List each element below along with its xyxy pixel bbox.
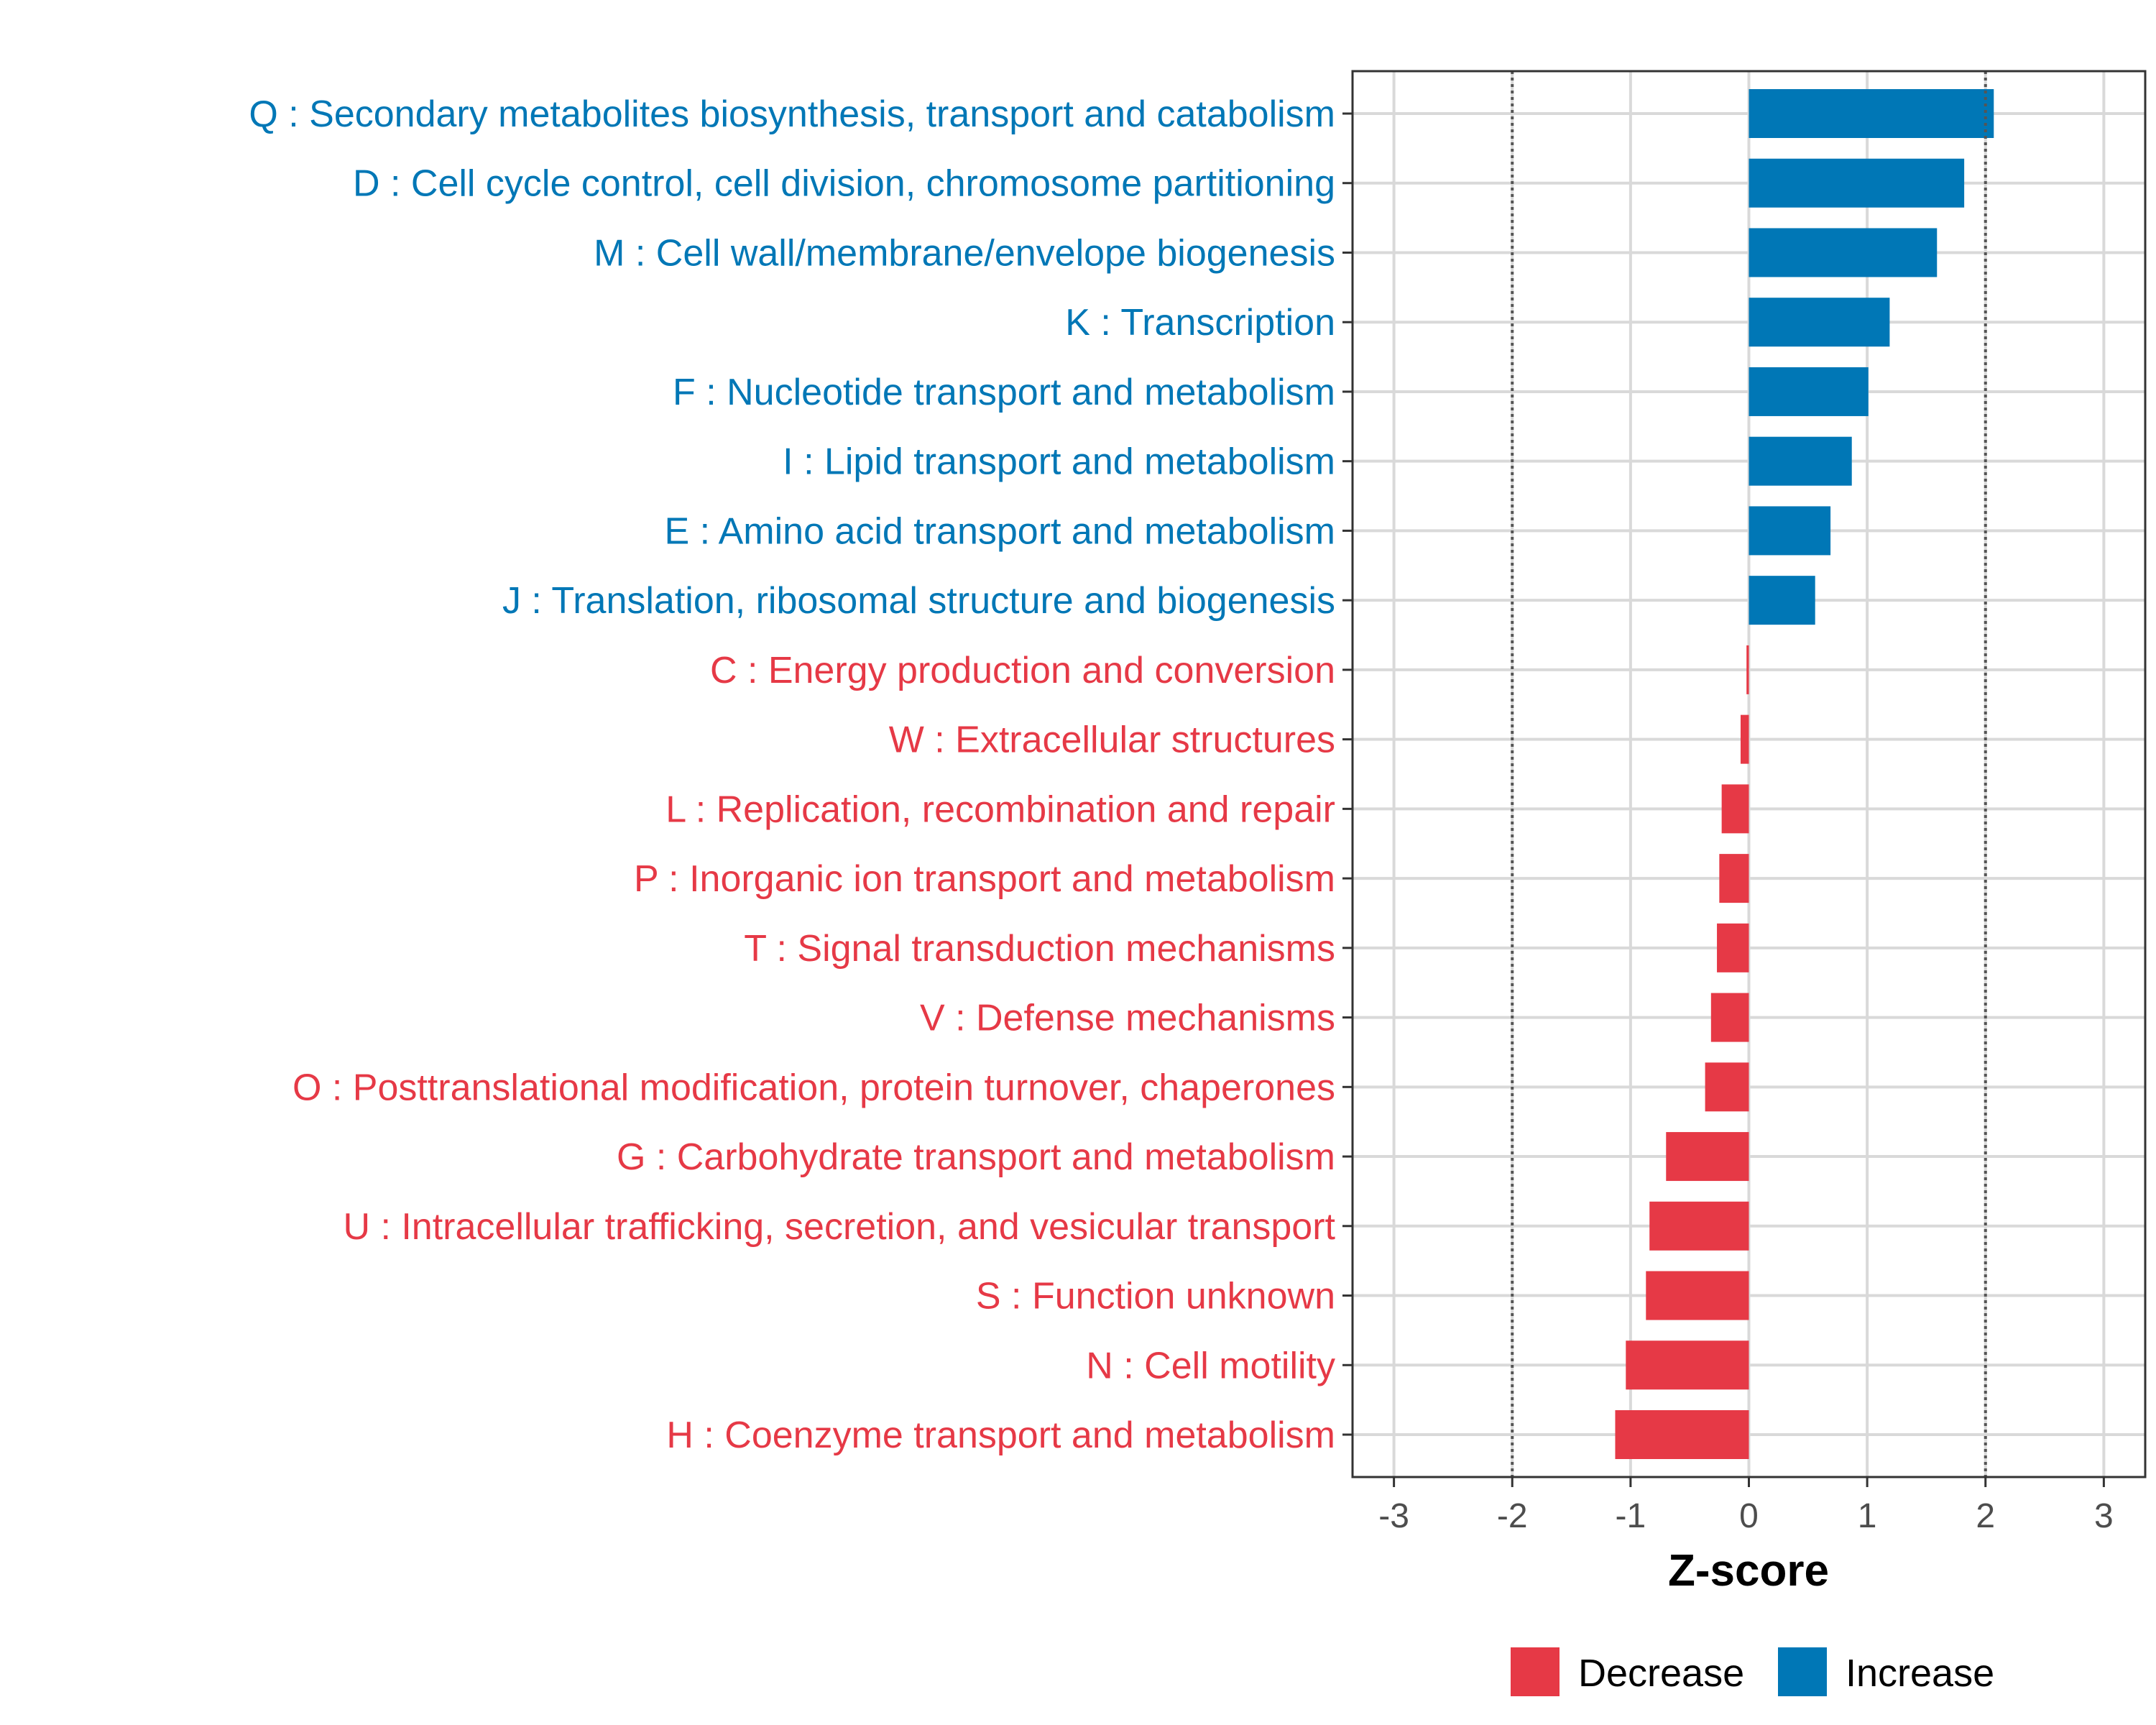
- category-label: P : Inorganic ion transport and metaboli…: [634, 858, 1335, 900]
- legend-swatch-decrease: [1511, 1647, 1560, 1696]
- bar-increase: [1749, 436, 1852, 486]
- category-labels-layer: Q : Secondary metabolites biosynthesis, …: [249, 93, 1335, 1456]
- x-tick-label: 1: [1858, 1497, 1877, 1535]
- category-label: N : Cell motility: [1086, 1345, 1335, 1386]
- category-label: H : Coenzyme transport and metabolism: [666, 1414, 1335, 1456]
- x-tick-labels-layer: -3 -2 -1 0 1 2 3: [1378, 1497, 2113, 1535]
- category-label: E : Amino acid transport and metabolism: [664, 510, 1335, 552]
- x-tick-label: -2: [1497, 1497, 1528, 1535]
- legend-swatch-increase: [1778, 1647, 1827, 1696]
- bar-increase: [1749, 506, 1831, 556]
- category-label: O : Posttranslational modification, prot…: [292, 1067, 1335, 1108]
- category-label: S : Function unknown: [976, 1276, 1335, 1317]
- category-label: D : Cell cycle control, cell division, c…: [353, 163, 1335, 205]
- bar-decrease: [1649, 1201, 1749, 1251]
- x-tick-label: 2: [1976, 1497, 1995, 1535]
- category-label: Q : Secondary metabolites biosynthesis, …: [249, 93, 1335, 135]
- x-tick-label: 0: [1739, 1497, 1759, 1535]
- bar-decrease: [1646, 1271, 1749, 1320]
- bar-decrease: [1719, 854, 1749, 903]
- category-label: V : Defense mechanisms: [920, 998, 1335, 1039]
- reference-lines-layer: [1511, 71, 1987, 1477]
- legend-label-decrease: Decrease: [1578, 1652, 1744, 1695]
- bar-decrease: [1740, 714, 1749, 764]
- grid-layer: [1353, 71, 2145, 1477]
- bar-decrease: [1615, 1410, 1749, 1459]
- bar-increase: [1749, 576, 1815, 625]
- category-label: L : Replication, recombination and repai…: [665, 788, 1335, 830]
- bar-increase: [1749, 158, 1965, 208]
- bar-increase: [1749, 89, 1994, 138]
- category-label: J : Translation, ribosomal structure and…: [502, 580, 1335, 622]
- legend-label-increase: Increase: [1846, 1652, 1994, 1695]
- legend: Decrease Increase: [1511, 1647, 1994, 1696]
- bar-increase: [1749, 367, 1869, 416]
- bar-increase: [1749, 298, 1890, 347]
- category-label: W : Extracellular structures: [889, 719, 1335, 761]
- category-label: C : Energy production and conversion: [710, 650, 1335, 691]
- category-label: F : Nucleotide transport and metabolism: [673, 372, 1335, 413]
- x-tick-label: -1: [1616, 1497, 1646, 1535]
- bar-decrease: [1666, 1132, 1749, 1182]
- category-label: I : Lipid transport and metabolism: [783, 441, 1335, 483]
- bar-decrease: [1717, 923, 1749, 972]
- category-label: G : Carbohydrate transport and metabolis…: [617, 1136, 1335, 1178]
- x-axis-title: Z-score: [1668, 1546, 1829, 1596]
- category-label: T : Signal transduction mechanisms: [744, 928, 1335, 970]
- x-tick-label: -3: [1378, 1497, 1409, 1535]
- bar-decrease: [1705, 1062, 1749, 1112]
- x-tick-label: 3: [2094, 1497, 2114, 1535]
- category-label: U : Intracellular trafficking, secretion…: [343, 1206, 1335, 1248]
- bar-increase: [1749, 228, 1938, 277]
- bar-decrease: [1721, 784, 1749, 834]
- bars-layer: [1615, 89, 1994, 1459]
- bar-decrease: [1746, 645, 1749, 694]
- category-label: K : Transcription: [1065, 302, 1335, 344]
- category-label: M : Cell wall/membrane/envelope biogenes…: [594, 232, 1335, 274]
- bar-decrease: [1626, 1340, 1749, 1390]
- axis-ticks-layer: [1342, 112, 2105, 1487]
- bar-decrease: [1710, 993, 1749, 1042]
